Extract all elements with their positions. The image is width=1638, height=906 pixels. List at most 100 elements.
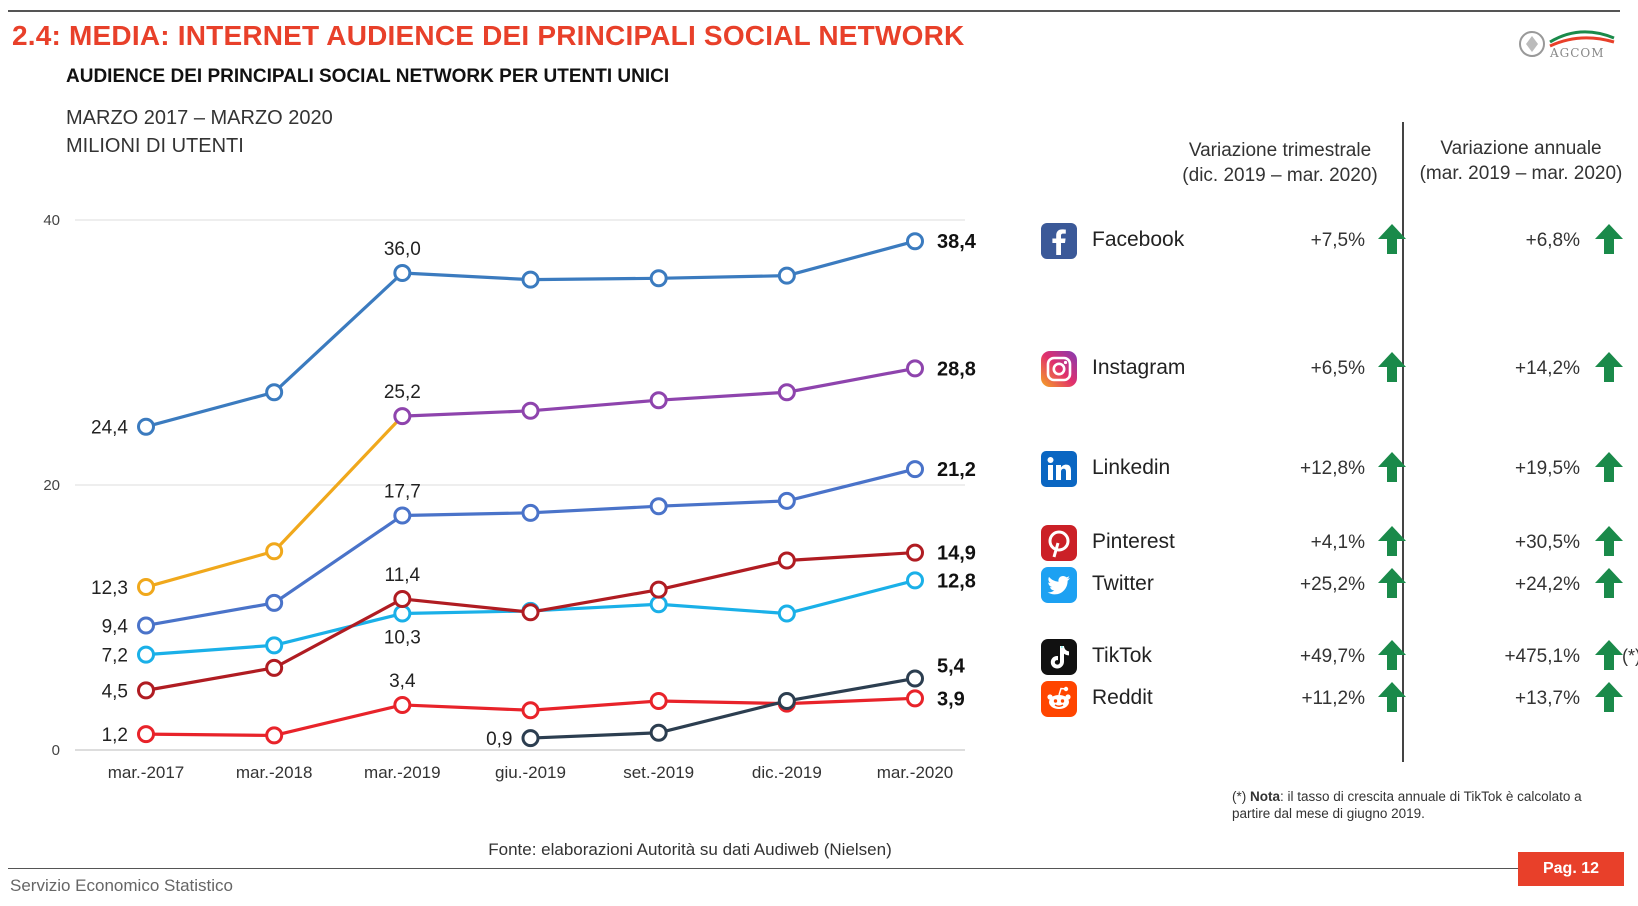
- reddit-line-segment: [528, 699, 661, 712]
- instagram-line-segment: [785, 366, 917, 394]
- instagram-point: [649, 391, 668, 410]
- annual-change: +14,2%: [1515, 358, 1580, 379]
- linkedin-icon: [1041, 451, 1077, 487]
- footnote: (*) Nota: il tasso di crescita annuale d…: [1232, 788, 1612, 822]
- instagram-point: [265, 542, 284, 561]
- facebook-line-segment: [657, 274, 789, 280]
- quarterly-change: +7,5%: [1310, 230, 1365, 251]
- twitter-point: [265, 636, 284, 655]
- up-arrow-icon: [1595, 526, 1623, 556]
- x-tick-label: giu.-2019: [495, 763, 566, 782]
- instagram-data-label: 12,3: [91, 578, 128, 599]
- social-row-linkedin: Linkedin +12,8% +19,5%: [1040, 450, 1630, 490]
- network-name: Facebook: [1092, 228, 1185, 251]
- tiktok-line-segment: [528, 731, 661, 740]
- social-row-facebook: Facebook +7,5% +6,8%: [1040, 222, 1630, 262]
- twitter-line-segment: [657, 602, 789, 616]
- linkedin-line-segment: [144, 601, 276, 628]
- facebook-point: [649, 269, 668, 288]
- reddit-line-segment: [785, 696, 917, 706]
- top-rule: [8, 10, 1620, 12]
- x-tick-label: set.-2019: [623, 763, 694, 782]
- x-tick-label: mar.-2017: [108, 763, 185, 782]
- facebook-point: [521, 270, 540, 289]
- social-row-twitter: Twitter +25,2% +24,2%: [1040, 566, 1630, 606]
- agcom-logo-text: AGCOM: [1550, 46, 1605, 60]
- linkedin-point: [649, 497, 668, 516]
- chart-subtitle: AUDIENCE DEI PRINCIPALI SOCIAL NETWORK P…: [66, 66, 670, 87]
- up-arrow-icon: [1378, 640, 1406, 670]
- up-arrow-icon: [1595, 568, 1623, 598]
- facebook-point: [393, 264, 412, 282]
- pinterest-data-label: 11,4: [385, 565, 421, 586]
- network-name: Twitter: [1092, 572, 1154, 595]
- instagram-line-segment: [657, 390, 789, 402]
- twitter-data-label: 10,3: [384, 628, 421, 649]
- up-arrow-icon: [1378, 452, 1406, 482]
- social-row-pinterest: Pinterest +4,1% +30,5%: [1040, 524, 1630, 564]
- linkedin-point: [906, 460, 924, 479]
- tiktok-icon: [1041, 639, 1077, 675]
- pinterest-line-segment: [785, 550, 917, 563]
- network-name: Instagram: [1092, 356, 1186, 379]
- quarterly-header-period: (dic. 2019 – mar. 2020): [1182, 165, 1378, 186]
- facebook-point: [137, 417, 155, 436]
- instagram-icon: [1041, 351, 1077, 387]
- quarterly-change: +25,2%: [1300, 574, 1365, 595]
- annual-header-title: Variazione annuale: [1440, 138, 1602, 159]
- quarterly-header-title: Variazione trimestrale: [1188, 140, 1372, 161]
- annual-change: +13,7%: [1515, 688, 1580, 709]
- pinterest-point: [265, 658, 284, 677]
- up-arrow-icon: [1595, 452, 1623, 482]
- pinterest-icon: [1041, 525, 1077, 561]
- tiktok-point: [521, 729, 540, 748]
- source-text: Fonte: elaborazioni Autorità su dati Aud…: [488, 840, 892, 859]
- facebook-point: [906, 232, 924, 251]
- linkedin-data-label: 17,7: [384, 481, 421, 502]
- tiktok-line-segment: [657, 699, 789, 735]
- annual-header: Variazione annuale (mar. 2019 – mar. 202…: [1404, 136, 1638, 186]
- annual-change: +30,5%: [1515, 532, 1580, 553]
- facebook-data-label: 38,4: [937, 231, 977, 253]
- facebook-line-segment: [528, 276, 661, 282]
- instagram-point: [137, 578, 155, 597]
- agcom-emblem-icon: [1519, 30, 1615, 57]
- quarterly-change: +4,1%: [1310, 532, 1365, 553]
- social-row-reddit: Reddit +11,2% +13,7%: [1040, 680, 1630, 720]
- y-tick-label: 40: [43, 212, 60, 229]
- quarterly-change: +12,8%: [1300, 458, 1365, 479]
- pinterest-point: [393, 589, 412, 608]
- y-tick-label: 20: [43, 477, 60, 494]
- instagram-point: [906, 359, 924, 378]
- period-range: MARZO 2017 – MARZO 2020: [66, 107, 333, 129]
- quarterly-header: Variazione trimestrale (dic. 2019 – mar.…: [1150, 138, 1410, 188]
- reddit-data-label: 3,9: [937, 688, 965, 710]
- x-tick-label: dic.-2019: [752, 763, 822, 782]
- network-name: Reddit: [1092, 686, 1153, 709]
- facebook-line-segment: [400, 271, 533, 282]
- twitter-data-label: 7,2: [102, 646, 128, 667]
- facebook-icon: [1041, 223, 1077, 259]
- column-divider: [1402, 122, 1404, 762]
- unit-label: MILIONI DI UTENTI: [66, 135, 244, 157]
- linkedin-point: [265, 593, 284, 612]
- annual-header-period: (mar. 2019 – mar. 2020): [1419, 163, 1623, 184]
- pinterest-line-segment: [144, 666, 276, 692]
- up-arrow-icon: [1378, 352, 1406, 382]
- pinterest-line-segment: [272, 597, 404, 670]
- linkedin-data-label: 21,2: [937, 459, 976, 481]
- page-title: 2.4: MEDIA: INTERNET AUDIENCE DEI PRINCI…: [12, 20, 965, 51]
- facebook-line-segment: [144, 390, 276, 429]
- reddit-line-segment: [400, 703, 533, 712]
- page-number: Pag. 12: [1518, 852, 1624, 886]
- tiktok-point: [649, 723, 668, 742]
- pinterest-data-label: 14,9: [937, 543, 976, 565]
- facebook-line-segment: [272, 271, 404, 394]
- tiktok-point: [777, 691, 796, 710]
- reddit-point: [521, 701, 540, 720]
- instagram-line-segment: [144, 549, 276, 589]
- footnote-bold: Nota: [1250, 789, 1280, 804]
- pinterest-line-segment: [400, 597, 533, 614]
- instagram-point: [521, 401, 540, 420]
- reddit-point: [137, 725, 155, 744]
